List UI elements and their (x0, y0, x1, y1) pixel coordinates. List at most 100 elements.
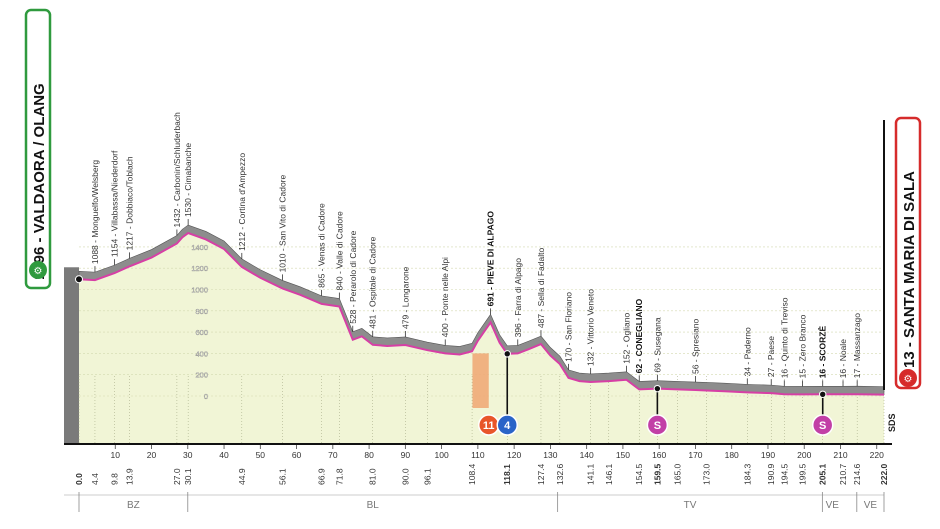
km-mark: 205.1 (818, 463, 828, 485)
place-label: 69 - Susegana (652, 317, 662, 373)
km-mark: 27.0 (172, 468, 182, 485)
km-mark: 71.8 (334, 468, 344, 485)
km-mark: 118.1 (502, 464, 512, 485)
profile-side-wall (64, 267, 79, 443)
marker-label: 4 (504, 420, 511, 432)
marker-dot (653, 384, 662, 393)
x-tick-label: 200 (797, 450, 811, 460)
x-tick-label: 10 (111, 450, 121, 460)
place-label: 1432 - Carbonin/Schluderbach (172, 112, 182, 228)
km-mark: 81.0 (368, 468, 378, 485)
place-label: 396 - Farra di Alpago (513, 258, 523, 338)
km-mark: 184.3 (742, 463, 752, 485)
start-badge: 1096 - VALDAORA / OLANG ⚙ (24, 8, 52, 290)
km-mark: 199.5 (797, 463, 807, 485)
x-tick-label: 110 (471, 450, 485, 460)
km-mark: 108.4 (467, 463, 477, 485)
place-label: 152 - Ogliano (622, 313, 632, 364)
km-mark: 146.1 (604, 463, 614, 485)
place-label: 16 - Noale (838, 339, 848, 378)
km-mark: 132.6 (555, 463, 565, 485)
km-mark: 159.5 (652, 463, 662, 485)
road-line (78, 231, 885, 396)
start-label: 1096 - VALDAORA / OLANG (31, 83, 48, 280)
km-mark: 173.0 (701, 463, 711, 485)
x-ticks: 10 20 30 40 50 60 70 80 90 100 110 120 130 140 150 160 1… (111, 445, 884, 460)
bike-glyph: ⚙ (34, 266, 43, 277)
place-label: 34 - Paderno (742, 327, 752, 376)
km-mark: 13.9 (124, 468, 134, 485)
y-tick-label: 1000 (191, 286, 208, 295)
y-tick-label: 1200 (191, 264, 208, 273)
km-mark: 210.7 (838, 463, 848, 485)
x-tick-label: 220 (870, 450, 884, 460)
y-tick-labels: 1400 1200 1000 800 600 400 200 0 (191, 243, 208, 401)
km-mark: 66.9 (317, 468, 327, 485)
start-dot (75, 275, 83, 284)
place-label: 400 - Ponte nelle Alpi (440, 257, 450, 337)
place-label: 17 - Massanzago (852, 313, 862, 378)
y-tick-label: 0 (204, 392, 208, 401)
marker-label: S (654, 420, 661, 432)
place-label: 62 - CONEGLIANO (634, 298, 644, 373)
x-tick-label: 180 (725, 450, 739, 460)
km-mark: 194.5 (779, 463, 789, 485)
place-label: 16 - Quinto di Treviso (779, 297, 789, 378)
place-label: 15 - Zero Branco (797, 314, 807, 378)
x-tick-label: 190 (761, 450, 775, 460)
place-label: 1217 - Dobbiaco/Toblach (124, 156, 134, 250)
region-label: VE (864, 500, 878, 511)
x-tick-label: 140 (580, 450, 594, 460)
finish-badge: 13 - SANTA MARIA DI SALA ⚙ SDS (887, 116, 922, 432)
x-tick-label: 30 (183, 450, 193, 460)
x-tick-label: 40 (219, 450, 229, 460)
marker-dot (503, 350, 511, 358)
x-tick-label: 160 (652, 450, 666, 460)
x-tick-label: 20 (147, 450, 157, 460)
km-mark: 190.9 (766, 463, 776, 485)
place-label: 16 - SCORZÈ (818, 326, 828, 379)
region-label: BL (367, 500, 380, 511)
finish-code: SDS (887, 413, 897, 432)
region-label: VE (826, 500, 840, 511)
place-label: 691 - PIEVE DI ALPAGO (486, 211, 496, 307)
profile-area (64, 224, 892, 445)
km-mark: 214.6 (852, 463, 862, 485)
place-label: 1212 - Cortina d'Ampezzo (237, 153, 247, 251)
region-label: TV (684, 500, 697, 511)
y-tick-label: 800 (195, 307, 208, 316)
region-label: BZ (127, 500, 140, 511)
place-label: 132 - Vittorio Veneto (586, 289, 596, 366)
marker-dot (819, 390, 827, 398)
place-label: 528 - Perarolo di Cadore (348, 230, 358, 323)
place-label: 1010 - San Vito di Cadore (277, 175, 287, 273)
place-label: 479 - Longarone (400, 266, 410, 329)
place-label: 1154 - Villabassa/Niederdorf (110, 150, 120, 257)
km-mark: 127.4 (536, 463, 546, 485)
marker-label: S (819, 420, 826, 432)
sprint-icon (646, 414, 669, 436)
km-marks: 0.0 4.4 9.8 13.9 27.0 30.1 44.9 56.1 66.9 71.8 81.… (74, 463, 889, 485)
finish-label: 13 - SANTA MARIA DI SALA (901, 171, 918, 368)
place-label: 481 - Ospitale di Cadore (368, 236, 378, 328)
x-tick-label: 130 (543, 450, 557, 460)
marker-label: 11 (483, 420, 495, 432)
km-mark: 96.1 (422, 468, 432, 485)
route-markers: 11 4 S S (75, 275, 834, 436)
x-tick-label: 170 (688, 450, 702, 460)
y-tick-label: 400 (195, 349, 208, 358)
x-tick-label: 60 (292, 450, 302, 460)
km-mark: 222.0 (879, 463, 889, 485)
km-mark: 30.1 (183, 468, 193, 485)
km-mark: 9.8 (110, 473, 120, 485)
km-mark: 56.1 (277, 468, 287, 485)
y-tick-label: 200 (195, 371, 208, 380)
place-labels: 1088 - Monguelfo/Welsberg 1154 - Villabas… (90, 112, 862, 387)
x-tick-label: 120 (507, 450, 521, 460)
sprint-icon (811, 414, 834, 436)
y-tick-label: 1400 (191, 243, 208, 252)
km-mark: 4.4 (90, 473, 100, 485)
km-mark: 165.0 (672, 463, 682, 485)
start-icon (29, 261, 47, 279)
